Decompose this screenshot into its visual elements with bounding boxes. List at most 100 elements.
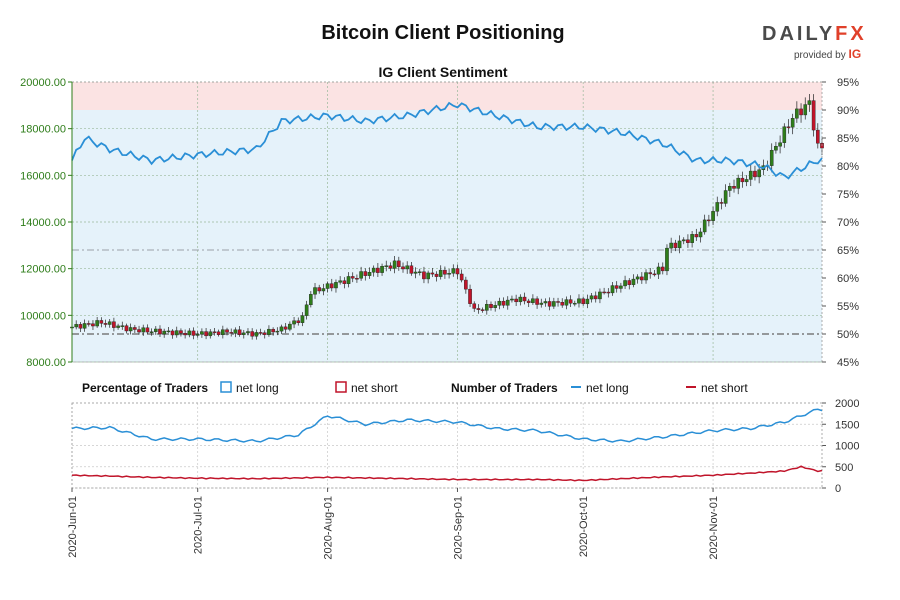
candle-body	[204, 331, 208, 337]
candle-body	[623, 280, 627, 287]
candle-body	[174, 330, 179, 336]
candle-body	[422, 271, 426, 280]
count-tick-label: 1500	[835, 419, 859, 431]
dailyfx-logo: DAILYFX provided by IG	[762, 23, 872, 63]
candle-body	[585, 298, 590, 305]
candle-body	[95, 320, 99, 327]
candle-body	[568, 299, 573, 304]
candle-body	[271, 328, 275, 333]
legend-num-heading: Number of Traders	[451, 381, 558, 395]
candle-body	[723, 190, 728, 204]
candle-body	[572, 302, 577, 305]
candle-body	[426, 272, 430, 280]
candle-body	[246, 331, 250, 334]
candle-body	[711, 211, 715, 221]
candle-body	[346, 276, 351, 284]
candle-body	[468, 288, 472, 304]
candle-body	[241, 332, 246, 335]
count-tick-label: 500	[835, 462, 853, 474]
price-tick-label: 12000.00	[20, 264, 66, 276]
candle-body	[254, 332, 259, 337]
candle-body	[451, 268, 456, 274]
candle-body	[292, 320, 296, 325]
candle-body	[476, 308, 481, 310]
candle-body	[694, 234, 699, 238]
candle-body	[757, 169, 761, 178]
candle-body	[82, 323, 87, 329]
net-short-count-line	[71, 465, 823, 482]
candle-body	[698, 231, 703, 238]
candle-body	[413, 271, 418, 274]
candle-body	[455, 268, 460, 275]
candle-body	[774, 146, 778, 151]
candle-body	[376, 267, 380, 273]
candle-body	[522, 296, 527, 302]
candle-body	[355, 278, 359, 280]
candle-body	[212, 331, 217, 333]
candle-body	[535, 298, 539, 305]
chart-subtitle: IG Client Sentiment	[378, 64, 508, 80]
sentiment-tick-label: 55%	[837, 301, 859, 313]
candle-body	[610, 285, 615, 294]
candle-body	[91, 323, 95, 327]
candle-body	[539, 302, 544, 305]
candle-body	[459, 273, 464, 281]
candle-body	[577, 298, 581, 304]
candle-body	[715, 202, 720, 212]
sentiment-tick-label: 70%	[837, 217, 859, 229]
candle-body	[275, 330, 280, 333]
candle-body	[183, 333, 187, 336]
candle-body	[74, 324, 78, 328]
candle-body	[317, 287, 322, 292]
brand-word: DAILY	[762, 23, 836, 45]
date-tick-label: 2020-Aug-01	[323, 496, 335, 560]
sentiment-tick-label: 90%	[837, 105, 859, 117]
candle-body	[128, 327, 133, 332]
candle-body	[564, 299, 569, 306]
candle-body	[325, 283, 330, 289]
legend-pct-long-label: net long	[236, 381, 279, 395]
price-tick-label: 8000.00	[26, 357, 66, 369]
candle-body	[786, 126, 791, 128]
candle-body	[640, 276, 644, 281]
candle-body	[673, 242, 678, 249]
candle-body	[216, 331, 221, 335]
candle-body	[153, 328, 158, 332]
candle-body	[225, 329, 229, 333]
candle-body	[233, 329, 238, 334]
candle-body	[656, 266, 661, 275]
candle-body	[552, 301, 556, 307]
chart-title: Bitcoin Client Positioning	[321, 22, 565, 44]
candle-body	[753, 170, 757, 178]
candle-body	[686, 239, 690, 243]
candle-body	[170, 330, 175, 336]
candle-body	[589, 295, 594, 300]
candle-body	[744, 179, 749, 183]
candle-body	[401, 266, 405, 270]
candle-body	[384, 265, 389, 267]
candle-body	[283, 326, 288, 330]
count-tick-label: 0	[835, 483, 841, 495]
date-tick-label: 2020-Jun-01	[67, 496, 79, 558]
candle-body	[497, 300, 502, 306]
candle-body	[267, 328, 271, 335]
candle-body	[141, 327, 146, 333]
date-tick-label: 2020-Oct-01	[578, 496, 590, 557]
candle-body	[493, 305, 497, 308]
candle-body	[200, 331, 204, 335]
candle-body	[321, 288, 326, 292]
candle-body	[652, 273, 657, 276]
candle-body	[250, 331, 254, 337]
candle-body	[543, 301, 548, 304]
candle-body	[367, 272, 372, 276]
candle-body	[145, 327, 150, 333]
candle-body	[631, 278, 636, 285]
legend-pct-long-swatch	[220, 381, 232, 393]
candle-body	[112, 321, 116, 328]
ig-brand: IG	[848, 47, 862, 61]
candle-body	[648, 272, 653, 275]
candle-body	[660, 266, 665, 272]
candle-body	[606, 291, 611, 294]
candle-body	[279, 326, 284, 332]
candle-body	[329, 283, 334, 289]
